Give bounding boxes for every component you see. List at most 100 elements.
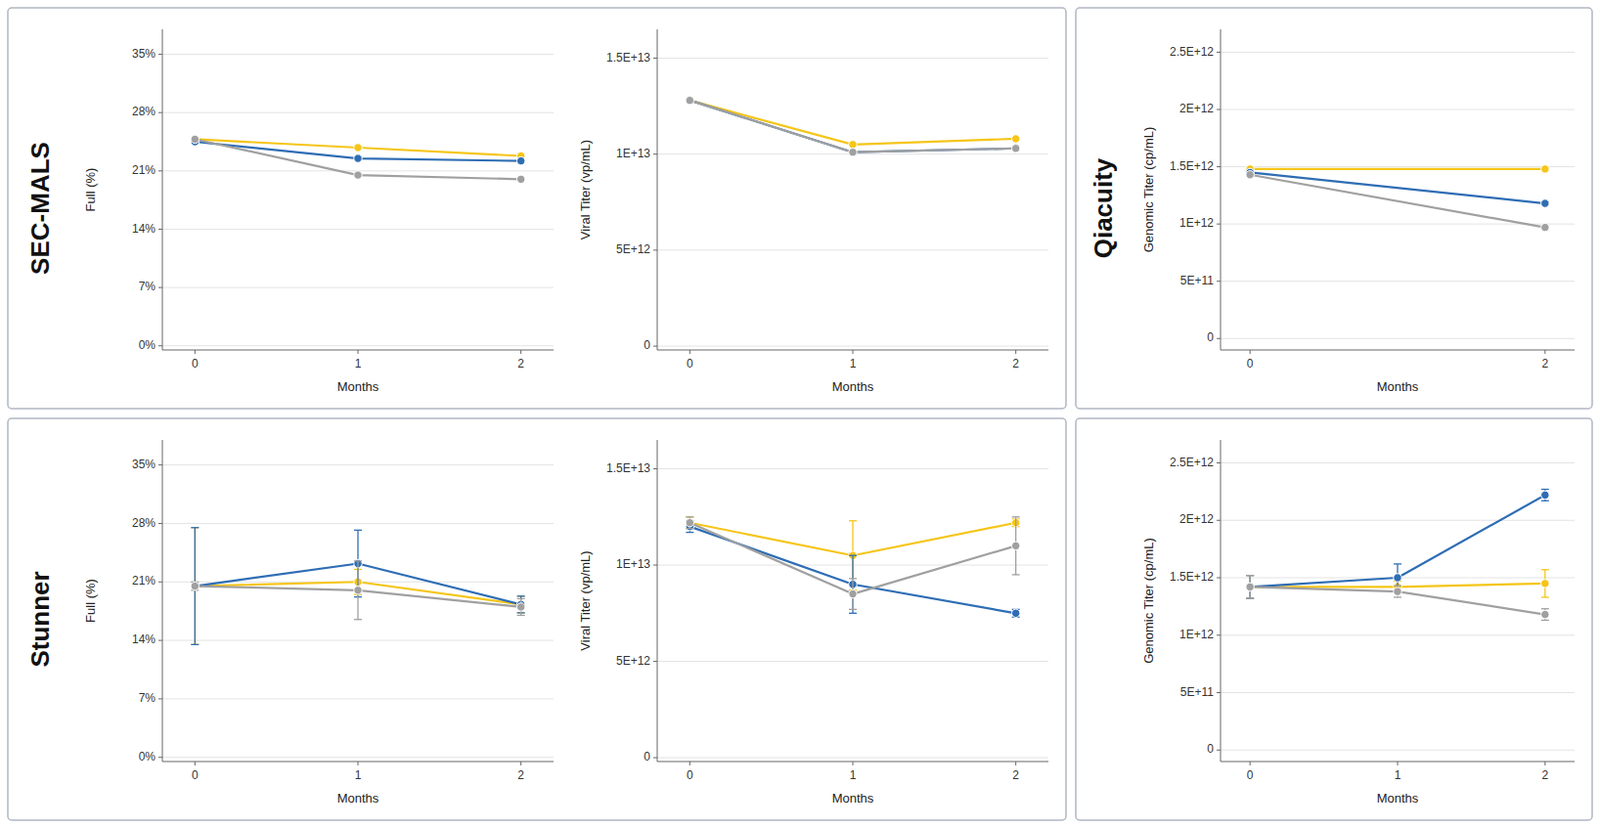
y-tick — [158, 287, 163, 289]
x-tick-label: 0 — [191, 356, 199, 371]
series-line — [1249, 172, 1546, 204]
marks — [1245, 489, 1550, 622]
y-tick-label: 21% — [132, 574, 156, 588]
series-line — [1249, 494, 1546, 587]
point — [1011, 134, 1020, 143]
y-tick-label: 7% — [138, 279, 157, 294]
point — [190, 581, 199, 590]
error-bar — [190, 528, 199, 646]
y-axis-label: Genomic Titer (cp/mL) — [1141, 127, 1156, 254]
point — [1011, 144, 1020, 153]
y-tick — [653, 346, 658, 348]
point — [1541, 490, 1550, 499]
y-tick — [653, 757, 658, 759]
marks — [190, 528, 526, 646]
point — [685, 95, 694, 104]
error-bar-cap — [517, 598, 526, 600]
error-bar-cap — [190, 527, 199, 529]
point — [685, 519, 694, 528]
x-tick — [520, 350, 522, 355]
panel-box — [1075, 418, 1593, 821]
x-tick-label: 0 — [686, 768, 694, 783]
x-tick-label: 2 — [1541, 768, 1549, 783]
grid-line — [162, 756, 554, 758]
point — [1011, 144, 1020, 153]
y-tick — [1216, 280, 1221, 282]
y-axis-line — [162, 29, 164, 351]
y-tick-label: 1.5E+12 — [1169, 159, 1214, 174]
error-bar-cap — [685, 528, 694, 530]
grid-line — [162, 640, 554, 642]
y-tick-label: 5E+12 — [616, 242, 651, 257]
grid-line — [1220, 634, 1575, 636]
y-tick-label: 1E+13 — [616, 557, 651, 572]
error-bar — [1012, 609, 1021, 618]
y-tick — [653, 153, 658, 155]
x-tick — [1249, 350, 1251, 355]
point — [516, 175, 525, 183]
plot: 05E+121E+131.5E+13012MonthsViral Titer (… — [577, 29, 1049, 395]
grid-line — [1220, 109, 1575, 111]
grid-line — [1220, 280, 1575, 282]
y-tick — [653, 468, 658, 470]
grid-line — [657, 346, 1049, 348]
x-tick-label: 2 — [1541, 356, 1549, 371]
error-bar — [517, 598, 526, 616]
error-bar — [1541, 489, 1550, 502]
y-tick-label: 1E+13 — [616, 146, 651, 161]
background — [0, 0, 1600, 828]
point — [190, 134, 199, 143]
y-tick — [1216, 692, 1221, 694]
point — [848, 140, 857, 149]
x-tick — [1397, 761, 1399, 766]
x-tick-label: 0 — [191, 768, 199, 783]
y-tick — [653, 57, 658, 59]
point — [685, 519, 694, 528]
series-line — [1249, 586, 1546, 615]
error-bar-cap — [517, 595, 526, 597]
point — [354, 171, 362, 179]
x-axis-line — [1220, 350, 1575, 352]
plot: 0%7%14%21%28%35%012MonthsFull (%) — [83, 29, 554, 395]
y-tick — [653, 565, 658, 567]
error-bar — [848, 555, 857, 614]
row-label: SEC-MALS — [25, 141, 55, 275]
y-tick-label: 0 — [1206, 330, 1214, 345]
y-tick-label: 5E+11 — [1180, 685, 1214, 700]
y-tick-label: 2E+12 — [1179, 512, 1214, 527]
grid-line — [657, 249, 1049, 251]
y-tick-label: 5E+12 — [616, 654, 651, 668]
y-tick-label: 35% — [132, 457, 156, 472]
x-axis-label: Months — [337, 791, 380, 806]
x-tick-label: 0 — [1246, 356, 1254, 371]
grid-line — [1220, 166, 1575, 168]
error-bar-cap — [1541, 569, 1550, 571]
y-tick-label: 35% — [132, 46, 156, 61]
error-bar — [685, 517, 694, 530]
point — [354, 586, 362, 595]
error-bar — [1393, 585, 1402, 598]
error-bar-cap — [517, 595, 526, 597]
y-tick — [158, 464, 163, 466]
x-axis-label: Months — [1377, 791, 1420, 806]
error-bar-cap — [190, 644, 199, 646]
x-tick-label: 1 — [1394, 768, 1402, 783]
panel-box — [7, 418, 1067, 821]
point — [516, 156, 525, 165]
error-bar-cap — [1245, 598, 1254, 600]
x-tick — [852, 761, 854, 766]
error-bar-cap — [1541, 488, 1550, 490]
y-tick-label: 0 — [1206, 742, 1214, 756]
x-axis-label: Months — [832, 379, 875, 395]
x-tick-label: 2 — [1012, 356, 1020, 371]
y-tick — [1216, 577, 1221, 579]
error-bar — [1245, 576, 1254, 600]
marks — [685, 517, 1021, 619]
y-tick — [1216, 462, 1221, 464]
x-tick — [1544, 350, 1546, 355]
x-tick — [194, 350, 196, 355]
y-tick-label: 1.5E+12 — [1169, 570, 1214, 584]
error-bar-cap — [1245, 575, 1254, 577]
point — [685, 95, 694, 104]
y-tick — [1216, 109, 1221, 111]
